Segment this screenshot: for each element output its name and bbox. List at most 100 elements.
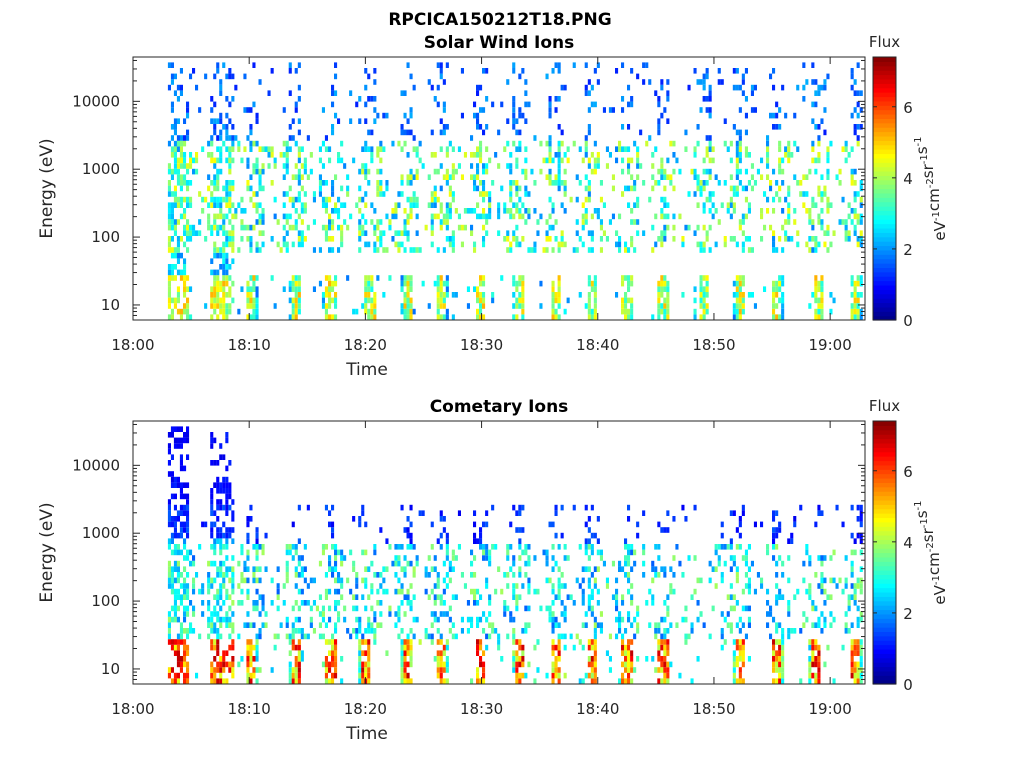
- heatmap-cell: [445, 314, 449, 320]
- heatmap-cell: [186, 275, 190, 281]
- heatmap-cell: [696, 185, 700, 192]
- heatmap-cell: [817, 672, 821, 679]
- heatmap-cell: [170, 269, 174, 276]
- heatmap-cell: [684, 224, 688, 231]
- heatmap-cell: [291, 196, 295, 203]
- heatmap-cell: [297, 292, 301, 298]
- heatmap-cell: [551, 616, 555, 623]
- heatmap-cell: [430, 152, 434, 158]
- heatmap-cell: [255, 577, 259, 584]
- heatmap-cell: [726, 611, 730, 617]
- heatmap-cell: [273, 303, 277, 309]
- heatmap-cell: [747, 247, 751, 253]
- heatmap-cell: [811, 622, 815, 628]
- heatmap-cell: [454, 555, 458, 561]
- heatmap-cell: [494, 588, 498, 595]
- heatmap-cell: [853, 314, 857, 320]
- heatmap-cell: [403, 224, 407, 231]
- heatmap-cell: [451, 241, 455, 248]
- heatmap-cell: [433, 616, 437, 623]
- heatmap-cell: [433, 96, 437, 102]
- heatmap-cell: [225, 124, 229, 130]
- heatmap-cell: [741, 644, 745, 651]
- heatmap-cell: [769, 180, 773, 186]
- heatmap-cell: [243, 146, 247, 152]
- heatmap-cell: [639, 163, 643, 169]
- heatmap-cell: [216, 667, 220, 673]
- heatmap-cell: [587, 280, 591, 287]
- heatmap-cell: [853, 588, 857, 595]
- heatmap-cell: [231, 588, 235, 595]
- heatmap-cell: [778, 140, 782, 147]
- heatmap-cell: [282, 224, 286, 231]
- heatmap-cell: [231, 661, 235, 668]
- heatmap-cell: [403, 527, 407, 533]
- x-axis-label: Time: [345, 724, 388, 744]
- heatmap-cell: [176, 297, 180, 304]
- heatmap-cell: [430, 202, 434, 208]
- heatmap-cell: [337, 588, 341, 595]
- heatmap-cell: [518, 672, 522, 679]
- heatmap-cell: [817, 280, 821, 287]
- heatmap-cell: [222, 196, 226, 203]
- heatmap-cell: [615, 230, 619, 236]
- heatmap-cell: [173, 230, 177, 236]
- heatmap-cell: [210, 297, 214, 304]
- heatmap-cell: [170, 107, 174, 113]
- heatmap-cell: [388, 219, 392, 225]
- heatmap-cell: [702, 73, 706, 80]
- heatmap-cell: [379, 572, 383, 578]
- heatmap-cell: [451, 163, 455, 169]
- heatmap-cell: [448, 213, 452, 220]
- heatmap-cell: [512, 101, 516, 108]
- heatmap-cell: [400, 628, 404, 634]
- heatmap-cell: [636, 230, 640, 236]
- heatmap-cell: [403, 661, 407, 668]
- heatmap-cell: [515, 510, 519, 516]
- heatmap-cell: [512, 236, 516, 242]
- heatmap-cell: [805, 174, 809, 180]
- heatmap-cell: [684, 633, 688, 640]
- x-tick-label: 18:40: [576, 336, 619, 354]
- heatmap-cell: [210, 493, 214, 500]
- heatmap-cell: [364, 308, 368, 315]
- heatmap-cell: [666, 667, 670, 673]
- heatmap-cell: [433, 594, 437, 600]
- heatmap-cell: [766, 622, 770, 628]
- heatmap-cell: [213, 129, 217, 136]
- heatmap-cell: [805, 241, 809, 248]
- heatmap-cell: [448, 202, 452, 208]
- heatmap-cell: [309, 605, 313, 612]
- heatmap-cell: [379, 600, 383, 606]
- heatmap-cell: [569, 594, 573, 600]
- heatmap-cell: [515, 163, 519, 169]
- heatmap-cell: [778, 594, 782, 600]
- heatmap-cell: [660, 236, 664, 242]
- heatmap-cell: [817, 90, 821, 96]
- heatmap-cell: [433, 656, 437, 662]
- heatmap-cell: [167, 538, 171, 544]
- heatmap-cell: [176, 202, 180, 208]
- heatmap-cell: [512, 504, 516, 511]
- heatmap-cell: [318, 180, 322, 186]
- heatmap-cell: [246, 314, 250, 320]
- heatmap-cell: [627, 544, 631, 550]
- heatmap-cell: [439, 208, 443, 214]
- heatmap-cell: [173, 73, 177, 80]
- heatmap-cell: [176, 252, 180, 259]
- heatmap-cell: [228, 118, 232, 124]
- heatmap-cell: [418, 639, 422, 645]
- heatmap-cell: [249, 303, 253, 309]
- heatmap-cell: [485, 191, 489, 197]
- heatmap-cell: [370, 202, 374, 208]
- heatmap-cell: [189, 224, 193, 231]
- heatmap-cell: [817, 241, 821, 248]
- heatmap-cell: [853, 650, 857, 656]
- heatmap-cell: [183, 140, 187, 147]
- heatmap-cell: [666, 96, 670, 102]
- heatmap-cell: [823, 79, 827, 85]
- heatmap-cell: [430, 191, 434, 197]
- heatmap-cell: [497, 566, 501, 572]
- heatmap-cell: [521, 112, 525, 119]
- heatmap-cell: [554, 616, 558, 623]
